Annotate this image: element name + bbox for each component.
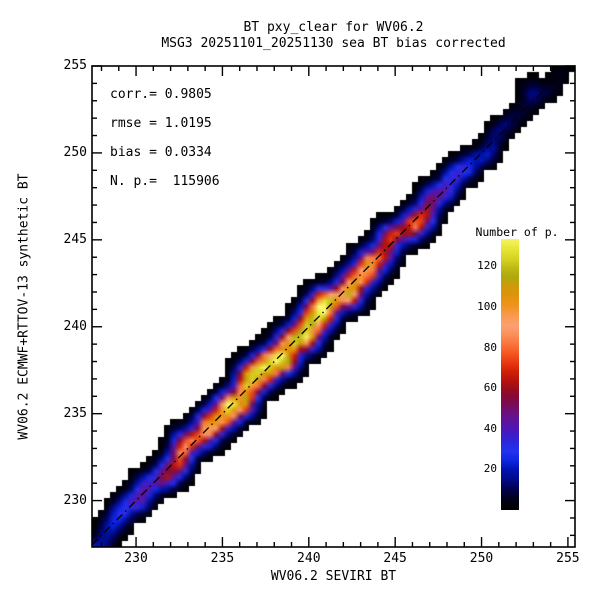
x-tick-label: 230 xyxy=(124,551,148,566)
x-tick-label: 240 xyxy=(297,551,321,566)
figure-title-block: BT pxy_clear for WV06.2 MSG3 20251101_20… xyxy=(92,20,575,52)
density-heatmap-canvas xyxy=(92,66,575,547)
y-tick-label: 240 xyxy=(63,318,87,334)
figure-title: BT pxy_clear for WV06.2 xyxy=(243,20,424,35)
statistics-annotation: corr.= 0.9805 rmse = 1.0195 bias = 0.0334 N… xyxy=(110,80,220,196)
colorbar-tick-label: 120 xyxy=(477,259,497,273)
stat-line: rmse = 1.0195 xyxy=(110,116,212,131)
stat-line: bias = 0.0334 xyxy=(110,145,212,160)
colorbar-tick-label: 80 xyxy=(483,340,497,354)
stat-line: N. p.= 115906 xyxy=(110,174,220,189)
x-axis-title: WV06.2 SEVIRI BT xyxy=(270,569,397,584)
stat-line: corr.= 0.9805 xyxy=(110,87,212,102)
y-tick-label: 250 xyxy=(63,144,87,160)
x-tick-label: 255 xyxy=(556,551,580,566)
y-tick-label: 235 xyxy=(63,405,87,421)
figure-subtitle: MSG3 20251101_20251130 sea BT bias corre… xyxy=(161,36,506,51)
y-tick-label: 255 xyxy=(63,58,87,73)
colorbar-title: Number of p. xyxy=(475,225,559,239)
y-tick-label: 230 xyxy=(63,492,87,508)
colorbar-tick-label: 40 xyxy=(483,421,497,435)
colorbar-tick-label: 100 xyxy=(477,300,497,313)
y-tick-label: 245 xyxy=(63,231,87,247)
y-axis-title: WV06.2 ECMWF+RTTOV-13 synthetic BT xyxy=(16,173,32,440)
x-tick-label: 245 xyxy=(383,551,407,566)
colorbar-gradient xyxy=(501,239,519,510)
colorbar-tick-label: 20 xyxy=(483,462,497,476)
x-tick-label: 235 xyxy=(210,551,235,566)
colorbar-tick-label: 60 xyxy=(483,381,497,395)
x-tick-label: 250 xyxy=(469,551,494,566)
